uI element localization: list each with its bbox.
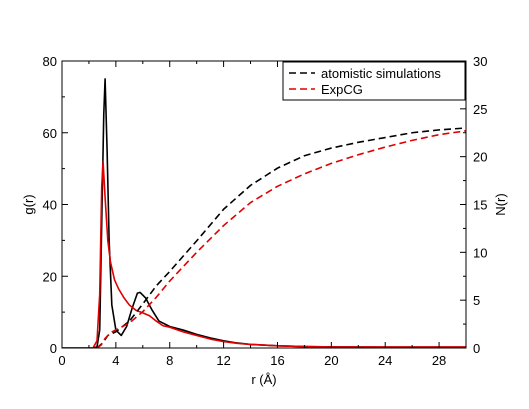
y-left-tick-label: 80 bbox=[43, 54, 57, 69]
y-left-tick-label: 60 bbox=[43, 126, 57, 141]
plot-frame bbox=[61, 60, 467, 349]
y-right-axis-label: N(r) bbox=[493, 193, 508, 215]
series-n-expcg-line bbox=[96, 130, 466, 348]
legend-label-expcg: ExpCG bbox=[321, 82, 363, 97]
y-right-tick-label: 5 bbox=[473, 293, 480, 308]
plot-area bbox=[62, 78, 466, 348]
series-n-atomistic-line bbox=[96, 127, 466, 348]
legend-label-atomistic: atomistic simulations bbox=[321, 66, 441, 81]
y-right-tick-label: 30 bbox=[473, 54, 487, 69]
y-left-axis-label: g(r) bbox=[21, 194, 36, 214]
y-left-tick-label: 40 bbox=[43, 198, 57, 213]
y-right-tick-label: 0 bbox=[473, 341, 480, 356]
x-tick-label: 12 bbox=[216, 353, 230, 368]
y-right-tick-label: 15 bbox=[473, 198, 487, 213]
y-left-tick-label: 0 bbox=[50, 341, 57, 356]
y-right-tick-label: 25 bbox=[473, 102, 487, 117]
series-g-atomistic-line bbox=[62, 78, 466, 348]
series-g-expcg-line bbox=[62, 160, 466, 348]
x-tick-label: 8 bbox=[166, 353, 173, 368]
y-right-tick-label: 20 bbox=[473, 150, 487, 165]
x-tick-label: 4 bbox=[112, 353, 119, 368]
y-left-tick-label: 20 bbox=[43, 269, 57, 284]
x-tick-label: 20 bbox=[324, 353, 338, 368]
x-tick-label: 0 bbox=[58, 353, 65, 368]
x-axis-label: r (Å) bbox=[251, 372, 276, 387]
x-tick-label: 28 bbox=[432, 353, 446, 368]
x-tick-label: 24 bbox=[378, 353, 392, 368]
axes: 0 4 8 12 16 20 24 28 0 20 40 60 80 0 5 10 15 20 25 30 r (Å) g… bbox=[21, 54, 508, 387]
legend-box bbox=[282, 61, 466, 101]
y-right-tick-label: 10 bbox=[473, 245, 487, 260]
x-tick-label: 16 bbox=[270, 353, 284, 368]
